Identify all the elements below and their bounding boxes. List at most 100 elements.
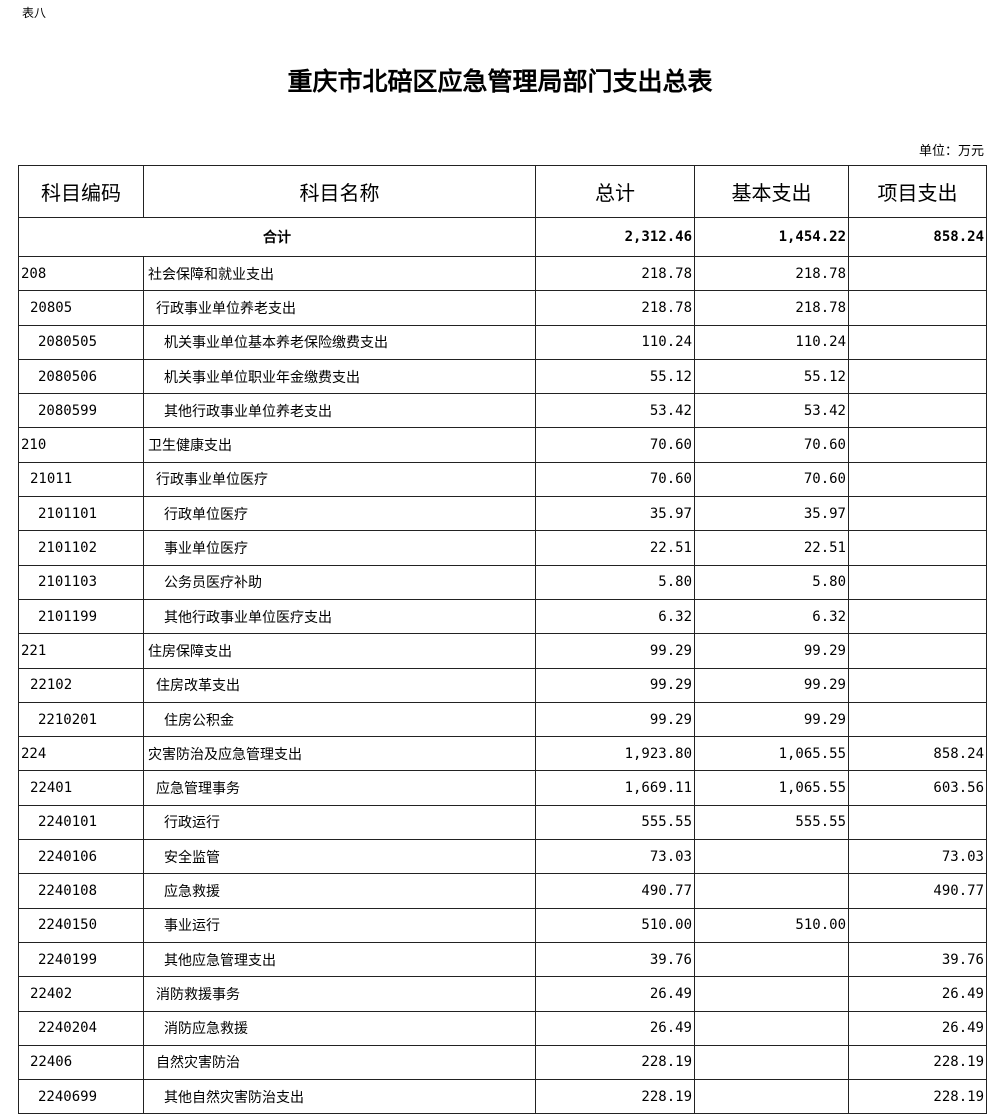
cell-name: 社会保障和就业支出 <box>143 255 536 292</box>
cell-basic: 99.29 <box>694 701 849 738</box>
total-total: 2,312.46 <box>535 217 695 257</box>
table-row: 2240150 事业运行 510.00 510.00 <box>18 907 987 943</box>
cell-code: 21011 <box>18 461 144 498</box>
cell-code: 2080599 <box>18 393 144 429</box>
cell-name: 其他自然灾害防治支出 <box>143 1079 536 1115</box>
cell-project: 603.56 <box>848 770 987 806</box>
cell-total: 110.24 <box>535 324 695 360</box>
cell-total: 22.51 <box>535 530 695 566</box>
cell-basic: 99.29 <box>694 667 849 703</box>
header-basic: 基本支出 <box>694 165 849 218</box>
cell-name: 安全监管 <box>143 839 536 875</box>
cell-project <box>848 907 987 943</box>
table-row: 2240699 其他自然灾害防治支出 228.19 228.19 <box>18 1079 987 1115</box>
cell-basic: 6.32 <box>694 598 849 635</box>
cell-basic: 99.29 <box>694 633 849 669</box>
cell-code: 22102 <box>18 667 144 703</box>
cell-project <box>848 358 987 395</box>
cell-total: 218.78 <box>535 255 695 292</box>
page-title: 重庆市北碚区应急管理局部门支出总表 <box>287 67 713 96</box>
total-label: 合计 <box>18 217 536 257</box>
table-row: 20805 行政事业单位养老支出 218.78 218.78 <box>18 290 987 326</box>
cell-project <box>848 564 987 600</box>
table-row: 221 住房保障支出 99.29 99.29 <box>18 633 987 669</box>
cell-total: 5.80 <box>535 564 695 600</box>
cell-total: 70.60 <box>535 461 695 498</box>
cell-code: 2240101 <box>18 804 144 841</box>
cell-code: 208 <box>18 255 144 292</box>
total-basic: 1,454.22 <box>694 217 849 257</box>
cell-total: 73.03 <box>535 839 695 875</box>
cell-code: 221 <box>18 633 144 669</box>
cell-project <box>848 530 987 566</box>
cell-basic: 555.55 <box>694 804 849 841</box>
cell-basic: 70.60 <box>694 427 849 463</box>
table-row: 2080506 机关事业单位职业年金缴费支出 55.12 55.12 <box>18 358 987 395</box>
cell-project: 228.19 <box>848 1079 987 1115</box>
cell-basic: 510.00 <box>694 907 849 943</box>
cell-total: 26.49 <box>535 976 695 1012</box>
cell-total: 1,669.11 <box>535 770 695 806</box>
cell-project <box>848 255 987 292</box>
cell-code: 2080506 <box>18 358 144 395</box>
header-name: 科目名称 <box>143 165 536 218</box>
cell-basic: 5.80 <box>694 564 849 600</box>
cell-total: 218.78 <box>535 290 695 326</box>
cell-basic <box>694 976 849 1012</box>
table-row: 2240101 行政运行 555.55 555.55 <box>18 804 987 841</box>
cell-basic <box>694 1079 849 1115</box>
cell-code: 2240108 <box>18 873 144 909</box>
expenditure-table: 科目编码 科目名称 总计 基本支出 项目支出 合计 2,312.46 1,454… <box>18 165 987 1115</box>
cell-code: 2240204 <box>18 1010 144 1046</box>
cell-project: 39.76 <box>848 941 987 978</box>
cell-project <box>848 701 987 738</box>
cell-project <box>848 427 987 463</box>
cell-name: 应急救援 <box>143 873 536 909</box>
cell-name: 住房改革支出 <box>143 667 536 703</box>
cell-project <box>848 598 987 635</box>
header-code: 科目编码 <box>18 165 144 218</box>
table-row: 2080599 其他行政事业单位养老支出 53.42 53.42 <box>18 393 987 429</box>
table-row: 208 社会保障和就业支出 218.78 218.78 <box>18 255 987 292</box>
cell-code: 2240150 <box>18 907 144 943</box>
cell-code: 2101102 <box>18 530 144 566</box>
header-total: 总计 <box>535 165 695 218</box>
cell-basic <box>694 873 849 909</box>
cell-name: 机关事业单位基本养老保险缴费支出 <box>143 324 536 360</box>
cell-code: 2240199 <box>18 941 144 978</box>
cell-total: 1,923.80 <box>535 736 695 772</box>
cell-project <box>848 496 987 532</box>
cell-code: 210 <box>18 427 144 463</box>
cell-project: 228.19 <box>848 1044 987 1081</box>
table-row: 224 灾害防治及应急管理支出 1,923.80 1,065.55 858.24 <box>18 736 987 772</box>
table-row: 2080505 机关事业单位基本养老保险缴费支出 110.24 110.24 <box>18 324 987 360</box>
table-row: 22406 自然灾害防治 228.19 228.19 <box>18 1044 987 1081</box>
cell-total: 228.19 <box>535 1044 695 1081</box>
table-number-label: 表八 <box>22 6 47 20</box>
cell-basic: 53.42 <box>694 393 849 429</box>
cell-project: 858.24 <box>848 736 987 772</box>
table-row: 2101103 公务员医疗补助 5.80 5.80 <box>18 564 987 600</box>
table-row: 2210201 住房公积金 99.29 99.29 <box>18 701 987 738</box>
cell-code: 2080505 <box>18 324 144 360</box>
cell-total: 99.29 <box>535 667 695 703</box>
cell-name: 事业运行 <box>143 907 536 943</box>
table-row: 22401 应急管理事务 1,669.11 1,065.55 603.56 <box>18 770 987 806</box>
cell-code: 22401 <box>18 770 144 806</box>
cell-project <box>848 324 987 360</box>
cell-total: 228.19 <box>535 1079 695 1115</box>
cell-basic <box>694 839 849 875</box>
cell-project <box>848 667 987 703</box>
cell-name: 其他行政事业单位医疗支出 <box>143 598 536 635</box>
table-row: 2101199 其他行政事业单位医疗支出 6.32 6.32 <box>18 598 987 635</box>
cell-basic: 218.78 <box>694 290 849 326</box>
cell-project: 26.49 <box>848 976 987 1012</box>
cell-name: 自然灾害防治 <box>143 1044 536 1081</box>
cell-name: 行政事业单位养老支出 <box>143 290 536 326</box>
table-row: 2101101 行政单位医疗 35.97 35.97 <box>18 496 987 532</box>
table-row: 21011 行政事业单位医疗 70.60 70.60 <box>18 461 987 498</box>
cell-name: 卫生健康支出 <box>143 427 536 463</box>
cell-basic <box>694 941 849 978</box>
cell-basic: 110.24 <box>694 324 849 360</box>
cell-code: 2240106 <box>18 839 144 875</box>
